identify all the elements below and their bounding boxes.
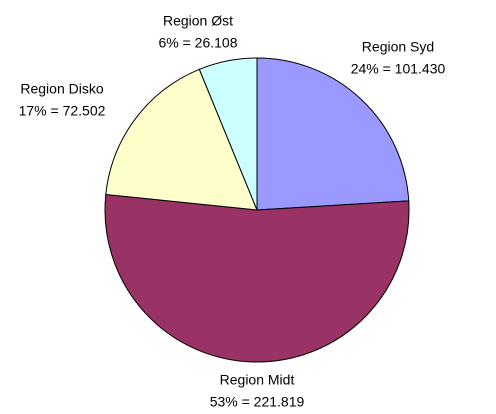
pie-slice [105,68,258,211]
slice-label-value: 17% = 72.502 [19,103,106,119]
slice-label-value: 24% = 101.430 [351,61,446,77]
pie-slice [104,193,410,363]
slice-label-name: Region Disko [20,81,103,97]
slice-label-name: Region Midt [220,372,295,388]
pie-slice [198,57,258,211]
slice-label-name: Region Øst [163,13,233,29]
pie-slice [256,57,410,211]
slice-label-value: 53% = 221.819 [210,394,305,410]
slice-label-name: Region Syd [362,39,434,55]
slice-label-value: 6% = 26.108 [158,35,237,51]
